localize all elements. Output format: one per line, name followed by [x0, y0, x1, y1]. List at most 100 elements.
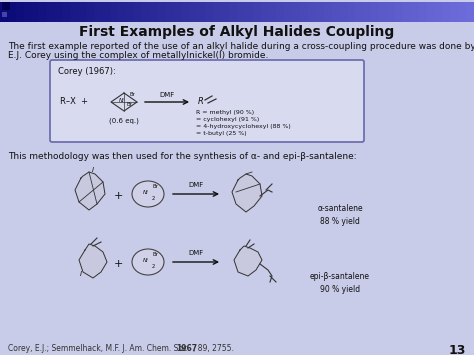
Bar	[127, 2, 135, 22]
Text: Br: Br	[129, 92, 135, 97]
Text: E.J. Corey using the complex of metallylnickel(I) bromide.: E.J. Corey using the complex of metallyl…	[8, 51, 268, 60]
Bar	[411, 2, 419, 22]
Text: I: I	[80, 271, 82, 277]
Bar	[79, 2, 88, 22]
Bar	[8, 2, 17, 22]
Bar	[427, 2, 436, 22]
Bar	[442, 2, 451, 22]
Bar	[134, 2, 143, 22]
Bar	[39, 2, 48, 22]
Text: DMF: DMF	[159, 92, 174, 98]
Text: +: +	[113, 259, 123, 269]
Text: Corey (1967):: Corey (1967):	[58, 67, 116, 76]
Bar	[364, 2, 372, 22]
Bar	[245, 2, 254, 22]
Text: epi-β-santalene
90 % yield: epi-β-santalene 90 % yield	[310, 272, 370, 294]
Bar	[158, 2, 167, 22]
Bar	[182, 2, 191, 22]
Text: Br: Br	[126, 102, 132, 106]
Bar	[458, 2, 467, 22]
Text: I: I	[92, 167, 94, 173]
Ellipse shape	[132, 181, 164, 207]
Text: This methodology was then used for the synthesis of α- and epi-β-santalene:: This methodology was then used for the s…	[8, 152, 356, 161]
Text: Br: Br	[152, 185, 158, 190]
Bar	[332, 2, 341, 22]
Text: Ni: Ni	[143, 258, 149, 263]
Bar	[32, 2, 40, 22]
Bar	[110, 2, 119, 22]
Bar	[300, 2, 309, 22]
Bar	[24, 2, 33, 22]
Bar	[356, 2, 365, 22]
Bar	[387, 2, 396, 22]
Text: 2: 2	[151, 197, 155, 202]
Bar	[190, 2, 199, 22]
Bar	[150, 2, 159, 22]
Bar	[2, 2, 10, 10]
Bar	[2, 12, 7, 17]
Bar	[324, 2, 333, 22]
Text: +: +	[113, 191, 123, 201]
Bar	[435, 2, 443, 22]
Bar	[103, 2, 111, 22]
Bar	[95, 2, 104, 22]
Bar	[276, 2, 285, 22]
Text: First Examples of Alkyl Halides Coupling: First Examples of Alkyl Halides Coupling	[79, 25, 395, 39]
Bar	[269, 2, 277, 22]
Text: DMF: DMF	[188, 182, 204, 188]
Bar	[379, 2, 388, 22]
Bar	[403, 2, 412, 22]
Bar	[419, 2, 428, 22]
Bar	[205, 2, 214, 22]
Text: R = methyl (90 %)
= cyclohexyl (91 %)
= 4-hydroxycyclohexyl (88 %)
= t-butyl (25: R = methyl (90 %) = cyclohexyl (91 %) = …	[196, 110, 291, 136]
Bar	[237, 2, 246, 22]
Bar	[142, 2, 151, 22]
Bar	[316, 2, 325, 22]
Polygon shape	[79, 244, 107, 278]
Bar	[71, 2, 80, 22]
Text: DMF: DMF	[188, 250, 204, 256]
Ellipse shape	[132, 249, 164, 275]
Text: R: R	[198, 97, 204, 105]
Bar	[87, 2, 96, 22]
Polygon shape	[75, 172, 105, 210]
Text: 1967: 1967	[176, 344, 197, 353]
Text: Br: Br	[152, 252, 158, 257]
Text: (0.6 eq.): (0.6 eq.)	[109, 118, 139, 125]
Bar	[284, 2, 293, 22]
Text: The first example reported of the use of an alkyl halide during a cross-coupling: The first example reported of the use of…	[8, 42, 474, 51]
Bar	[55, 2, 64, 22]
Text: 2: 2	[151, 264, 155, 269]
Text: 13: 13	[448, 344, 466, 355]
Bar	[253, 2, 262, 22]
Bar	[371, 2, 380, 22]
FancyBboxPatch shape	[50, 60, 364, 142]
Text: R–X  +: R–X +	[60, 98, 88, 106]
Bar	[347, 2, 356, 22]
Bar	[0, 2, 9, 22]
Bar	[213, 2, 222, 22]
Bar	[395, 2, 404, 22]
Bar	[466, 2, 474, 22]
Polygon shape	[111, 93, 137, 111]
Text: α-santalene
88 % yield: α-santalene 88 % yield	[317, 204, 363, 225]
Bar	[261, 2, 270, 22]
Text: Corey, E.J.; Semmelhack, M.F. J. Am. Chem. Soc.: Corey, E.J.; Semmelhack, M.F. J. Am. Che…	[8, 344, 192, 353]
Polygon shape	[234, 246, 262, 276]
Bar	[308, 2, 317, 22]
Text: Ni: Ni	[143, 191, 149, 196]
Bar	[166, 2, 175, 22]
Bar	[118, 2, 128, 22]
Bar	[221, 2, 230, 22]
Bar	[198, 2, 206, 22]
Bar	[229, 2, 238, 22]
Bar	[47, 2, 56, 22]
Bar	[174, 2, 182, 22]
Bar	[63, 2, 72, 22]
Bar	[16, 2, 25, 22]
Text: , 89, 2755.: , 89, 2755.	[193, 344, 234, 353]
Text: Ni: Ni	[119, 98, 125, 103]
Polygon shape	[232, 174, 262, 212]
Bar	[340, 2, 348, 22]
Bar	[450, 2, 459, 22]
